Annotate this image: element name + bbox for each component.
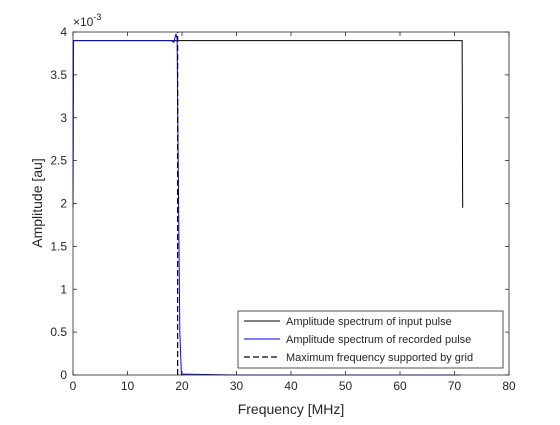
legend-entry-2: Maximum frequency supported by grid	[286, 352, 473, 364]
y-tick-label: 1	[60, 282, 67, 296]
y-tick-label: 1.5	[50, 239, 67, 253]
x-tick-label: 60	[393, 379, 407, 393]
legend: Amplitude spectrum of input pulse Amplitu…	[237, 310, 504, 369]
y-tick-label: 0.5	[50, 325, 67, 339]
y-exponent-base: ×10	[73, 15, 94, 29]
x-axis-label: Frequency [MHz]	[238, 401, 345, 417]
legend-entry-1: Amplitude spectrum of recorded pulse	[286, 334, 471, 346]
ticks-layer: 0 10 20 30 40 50 60 70 80 0 0.5 1 1.5 2 2.5 3 3.5 4	[50, 25, 516, 393]
y-exponent-power: -3	[93, 12, 101, 22]
y-tick-label: 4	[60, 25, 67, 39]
plot-area-border	[72, 31, 510, 376]
x-tick-label: 50	[339, 379, 353, 393]
y-tick-label: 3	[60, 111, 67, 125]
y-exponent-label: ×10-3	[73, 12, 101, 29]
x-tick-label: 40	[284, 379, 298, 393]
y-tick-label: 3.5	[50, 68, 67, 82]
y-tick-label: 0	[60, 368, 67, 382]
x-tick-label: 80	[502, 379, 516, 393]
x-tick-label: 0	[70, 379, 77, 393]
legend-entry-0: Amplitude spectrum of input pulse	[286, 316, 452, 328]
legend-box	[237, 310, 504, 369]
x-tick-label: 10	[121, 379, 135, 393]
x-tick-label: 20	[175, 379, 189, 393]
y-tick-label: 2	[60, 197, 67, 211]
x-tick-label: 30	[230, 379, 244, 393]
x-tick-label: 70	[448, 379, 462, 393]
y-tick-label: 2.5	[50, 154, 67, 168]
y-axis-label: Amplitude [au]	[29, 158, 45, 248]
